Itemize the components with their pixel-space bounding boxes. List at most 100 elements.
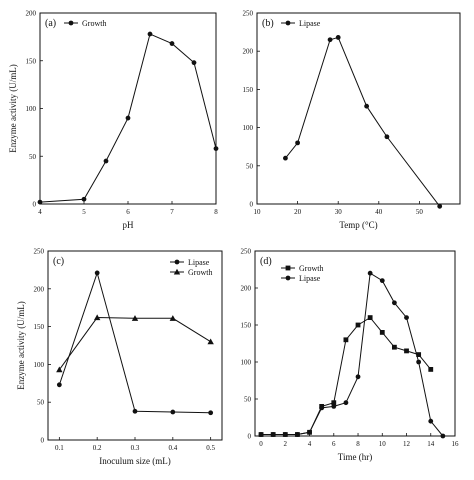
data-point-growth [169, 41, 175, 46]
series-line-lipase [285, 36, 441, 207]
chart-panel-3: 0.1 0.2 0.3 0.4 0.5 0 50 100 150 200 250 Inoculum s… [16, 248, 223, 466]
y-tick-label: 100 [241, 359, 252, 367]
data-point-growth [428, 367, 434, 372]
x-axis-label: Temp (°C) [339, 220, 377, 230]
x-axis-label: Time (hr) [338, 452, 372, 462]
y-tick-label: 250 [241, 248, 252, 256]
x-tick-label: 6 [332, 440, 336, 448]
y-tick-label: 50 [246, 162, 254, 170]
data-point-lipase [379, 278, 385, 283]
data-point-lipase [132, 408, 138, 414]
data-point-lipase [331, 404, 337, 409]
series-line-growth [39, 33, 217, 203]
y-tick-label: 50 [37, 399, 45, 407]
data-point-lipase [56, 382, 62, 388]
legend-marker [173, 268, 181, 275]
x-tick-label: 8 [356, 440, 360, 448]
y-tick-label: 200 [241, 285, 252, 293]
y-tick-label: 250 [243, 10, 254, 18]
panel-label: (d) [260, 256, 272, 267]
x-tick-label: 12 [403, 440, 411, 448]
data-point-lipase [170, 409, 176, 415]
x-tick-label: 4 [38, 208, 42, 216]
data-point-growth [131, 315, 139, 321]
data-point-growth [56, 366, 63, 373]
y-tick-label: 100 [26, 105, 37, 113]
y-tick-label: 0 [33, 201, 37, 209]
y-tick-label: 0 [250, 201, 254, 209]
data-point-growth [379, 330, 385, 335]
data-point-growth [207, 338, 214, 345]
data-point-lipase [282, 432, 288, 437]
y-tick-label: 150 [243, 86, 254, 94]
data-point-lipase [335, 35, 341, 40]
data-point-lipase [367, 270, 373, 276]
series-line-lipase [58, 271, 211, 414]
y-tick-label: 200 [26, 10, 37, 18]
x-tick-label: 16 [452, 440, 460, 448]
legend-marker [285, 275, 291, 281]
x-tick-label: 30 [335, 208, 343, 216]
legend-entry: Growth [82, 19, 106, 28]
data-point-lipase [355, 374, 361, 380]
plot-frame [256, 12, 461, 205]
x-tick-label: 0.4 [168, 444, 177, 452]
x-tick-label: 8 [214, 208, 218, 216]
data-point-growth [355, 322, 361, 328]
x-tick-label: 14 [427, 440, 435, 448]
data-point-growth [404, 348, 409, 354]
data-point-lipase [343, 400, 349, 406]
data-point-growth [81, 196, 87, 202]
x-tick-label: 6 [126, 208, 130, 216]
data-point-lipase [319, 405, 325, 411]
data-point-growth [367, 315, 373, 320]
data-point-lipase [384, 134, 390, 140]
panel-label: (c) [53, 256, 64, 267]
x-tick-label: 0.5 [206, 444, 215, 452]
x-tick-label: 0.3 [131, 444, 140, 452]
x-tick-label: 7 [170, 208, 174, 216]
data-point-lipase [208, 410, 214, 416]
y-tick-label: 150 [34, 323, 45, 331]
legend-entry: Lipase [299, 274, 321, 283]
series-line-growth [261, 316, 432, 436]
x-axis-label: pH [123, 220, 135, 230]
y-axis-label: Enzyme activity (U/mL) [16, 301, 26, 389]
y-tick-label: 200 [243, 48, 254, 56]
x-tick-label: 20 [294, 208, 302, 216]
panel-label: (b) [262, 18, 274, 29]
data-point-lipase [416, 359, 422, 365]
legend-marker [68, 20, 74, 26]
data-point-growth [125, 115, 131, 121]
y-tick-label: 150 [26, 57, 37, 65]
data-point-lipase [295, 140, 300, 146]
data-point-lipase [327, 37, 333, 43]
data-point-growth [103, 158, 109, 164]
data-point-growth [37, 199, 43, 205]
x-tick-label: 5 [82, 208, 86, 216]
data-point-lipase [440, 433, 446, 439]
x-tick-label: 10 [254, 208, 262, 216]
legend-marker [174, 259, 180, 265]
legend-entry: Growth [299, 264, 323, 273]
y-tick-label: 0 [41, 437, 45, 445]
data-point-growth [191, 60, 197, 66]
legend-entry: Growth [188, 268, 212, 277]
data-point-lipase [391, 300, 397, 306]
x-axis-label: Inoculum size (mL) [99, 456, 170, 466]
y-axis-label: Enzyme activity (U/mL) [8, 64, 18, 152]
x-tick-label: 0.1 [55, 444, 64, 452]
y-tick-label: 100 [34, 361, 45, 369]
legend-marker [285, 20, 291, 26]
data-point-growth [416, 352, 422, 357]
data-point-lipase [283, 155, 288, 161]
series-line-growth [58, 317, 211, 370]
x-tick-label: 10 [379, 440, 387, 448]
x-tick-label: 40 [375, 208, 383, 216]
chart-panel-4: 0 2 4 6 8 10 12 14 16 0 50 100 150 200 250 Time (hr) (d)… [241, 248, 460, 463]
data-point-growth [331, 400, 337, 406]
data-point-growth [213, 146, 219, 152]
y-tick-label: 150 [241, 322, 252, 330]
x-tick-label: 2 [284, 440, 288, 448]
data-point-lipase [94, 270, 100, 276]
